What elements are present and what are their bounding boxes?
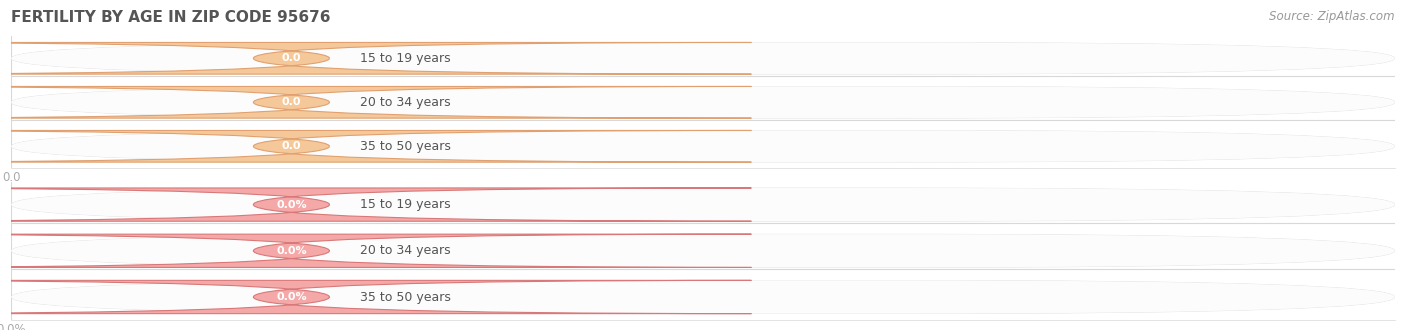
Text: 0.0: 0.0: [281, 97, 301, 107]
FancyBboxPatch shape: [0, 43, 751, 74]
FancyBboxPatch shape: [0, 130, 751, 162]
Text: 0.0: 0.0: [281, 53, 301, 63]
Text: 35 to 50 years: 35 to 50 years: [360, 140, 451, 153]
FancyBboxPatch shape: [11, 130, 1395, 162]
Text: 15 to 19 years: 15 to 19 years: [360, 52, 450, 65]
FancyBboxPatch shape: [0, 188, 751, 221]
Text: 15 to 19 years: 15 to 19 years: [360, 198, 450, 211]
FancyBboxPatch shape: [11, 234, 1395, 267]
FancyBboxPatch shape: [11, 43, 1395, 74]
Text: 0.0%: 0.0%: [276, 246, 307, 256]
FancyBboxPatch shape: [11, 86, 1395, 118]
Text: Source: ZipAtlas.com: Source: ZipAtlas.com: [1270, 10, 1395, 23]
FancyBboxPatch shape: [0, 234, 751, 267]
FancyBboxPatch shape: [11, 130, 1395, 162]
Text: 0.0%: 0.0%: [276, 200, 307, 210]
FancyBboxPatch shape: [11, 43, 1395, 74]
FancyBboxPatch shape: [11, 280, 1395, 314]
Text: 20 to 34 years: 20 to 34 years: [360, 244, 450, 257]
FancyBboxPatch shape: [0, 86, 751, 118]
FancyBboxPatch shape: [11, 234, 1395, 267]
FancyBboxPatch shape: [11, 280, 1395, 314]
Text: 35 to 50 years: 35 to 50 years: [360, 290, 451, 304]
FancyBboxPatch shape: [11, 188, 1395, 221]
FancyBboxPatch shape: [11, 86, 1395, 118]
Text: 20 to 34 years: 20 to 34 years: [360, 96, 450, 109]
FancyBboxPatch shape: [11, 188, 1395, 221]
FancyBboxPatch shape: [0, 280, 751, 314]
Text: 0.0%: 0.0%: [276, 292, 307, 302]
Text: FERTILITY BY AGE IN ZIP CODE 95676: FERTILITY BY AGE IN ZIP CODE 95676: [11, 10, 330, 25]
Text: 0.0: 0.0: [281, 141, 301, 151]
